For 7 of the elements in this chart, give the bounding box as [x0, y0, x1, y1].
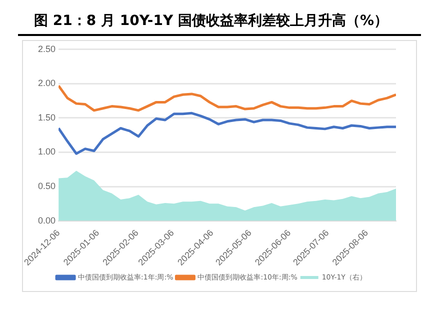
- y-tick-label: 1.00: [38, 146, 56, 157]
- chart-title: 图 21：8 月 10Y-1Y 国债收益率利差较上月升高（%）: [18, 8, 421, 36]
- y-tick-label: 2.00: [38, 78, 56, 88]
- y-tick-label: 0.00: [38, 215, 56, 226]
- y-tick-label: 2.50: [38, 44, 56, 54]
- y-tick-label: 1.50: [38, 112, 56, 122]
- y-tick-label: 0.50: [38, 181, 56, 192]
